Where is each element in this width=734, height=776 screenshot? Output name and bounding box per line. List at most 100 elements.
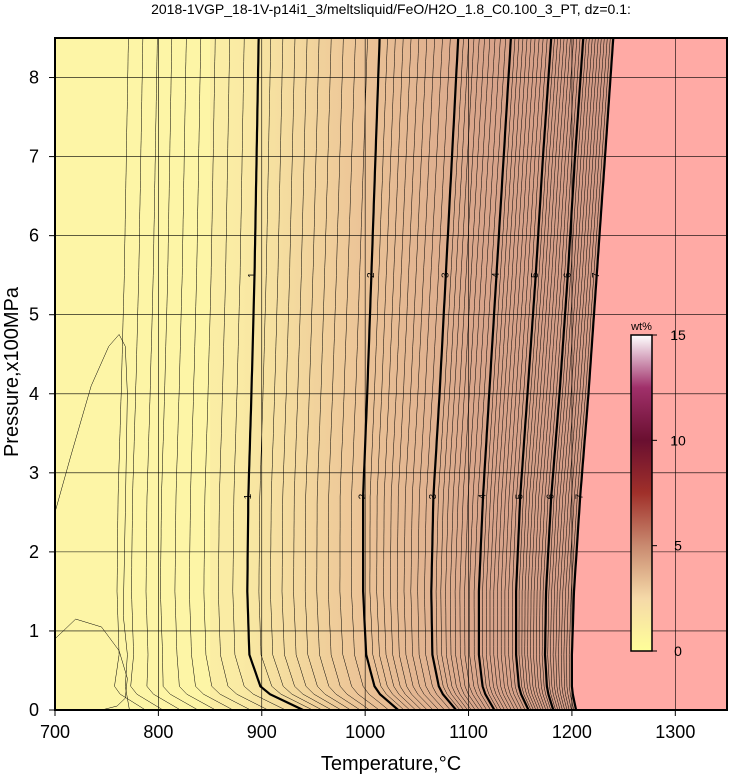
minor-contour — [482, 38, 516, 710]
major-contours — [246, 38, 615, 710]
major-contour-1 — [246, 38, 304, 710]
minor-contour — [417, 38, 445, 710]
minor-contour — [376, 38, 410, 710]
minor-contour — [450, 38, 480, 710]
minor-contour — [445, 38, 475, 710]
contour-label: 2 — [358, 493, 369, 499]
plot-frame — [54, 37, 728, 711]
minor-contour — [560, 38, 602, 710]
minor-contour — [304, 38, 351, 710]
x-tick-label: 700 — [40, 722, 70, 742]
minor-contour — [203, 38, 251, 710]
minor-contour — [218, 38, 269, 710]
major-contour-4 — [477, 38, 512, 710]
y-tick-label: 6 — [29, 226, 39, 246]
minor-contour — [160, 38, 199, 710]
minor-contour — [189, 38, 234, 710]
contour-label: 4 — [491, 272, 502, 278]
minor-contour — [410, 38, 439, 710]
x-tick-label: 1100 — [449, 722, 488, 742]
contour-label: 4 — [478, 493, 489, 499]
minor-contour — [351, 38, 389, 710]
contour-label: 6 — [546, 493, 557, 499]
contour-label: 1 — [243, 493, 254, 499]
minor-contour — [383, 38, 416, 710]
minor-contour — [440, 38, 469, 710]
chart-title: 2018-1VGP_18-1V-p14i1_3/meltsliquid/FeO/… — [151, 1, 631, 17]
minor-contour — [521, 38, 558, 710]
major-contour-7 — [570, 38, 615, 710]
minor-contour — [527, 38, 565, 710]
minor-contour — [316, 38, 361, 710]
colorbar-tick-label: 5 — [674, 538, 682, 554]
minor-contour — [174, 38, 216, 710]
minor-contour — [258, 38, 313, 710]
major-contour-5 — [515, 38, 553, 710]
minor-contour — [508, 38, 544, 710]
major-contour-3 — [430, 38, 460, 710]
minor-contour — [512, 38, 548, 710]
contour-labels: 1 1 2 2 3 3 4 4 5 5 6 6 7 7 — [243, 272, 602, 499]
minor-contour — [454, 38, 485, 710]
minor-contour — [328, 38, 370, 710]
minor-contour — [473, 38, 506, 710]
y-tick-label: 0 — [29, 700, 39, 720]
minor-contour — [518, 38, 555, 710]
minor-contour — [403, 38, 434, 710]
major-contour-2 — [362, 38, 399, 710]
minor-contour — [555, 38, 596, 710]
colorbar-unit: wt% — [630, 321, 652, 333]
minor-contour — [568, 38, 611, 710]
y-tick-label: 5 — [29, 305, 39, 325]
x-axis-label: Temperature,°C — [321, 753, 461, 775]
minor-contour — [232, 38, 286, 710]
minor-contour — [293, 38, 342, 710]
x-tick-label: 900 — [247, 722, 277, 742]
minor-contour — [493, 38, 528, 710]
minor-contour — [536, 38, 574, 710]
minor-contour — [533, 38, 571, 710]
minor-contour — [552, 38, 593, 710]
minor-contour — [530, 38, 568, 710]
minor-contour — [541, 38, 581, 710]
minor-contour — [339, 38, 380, 710]
major-contour-6 — [543, 38, 585, 710]
colorbar-tick-label: 0 — [674, 643, 682, 659]
x-tick-label: 1200 — [552, 722, 592, 742]
minor-contour — [390, 38, 422, 710]
contour-label: 5 — [530, 272, 541, 278]
y-tick-label: 4 — [29, 384, 39, 404]
minor-contour — [550, 38, 590, 710]
colorbar-tick-label: 15 — [670, 327, 686, 343]
colorbar: wt% 0 5 10 15 — [630, 321, 686, 659]
y-tick-label: 1 — [29, 621, 39, 641]
contour-label: 3 — [428, 493, 439, 499]
minor-contour — [281, 38, 332, 710]
minor-contour — [524, 38, 562, 710]
y-tick-label: 2 — [29, 542, 39, 562]
x-tick-label: 800 — [143, 722, 173, 742]
contour-label: 6 — [562, 272, 573, 278]
minor-contour — [464, 38, 496, 710]
colorbar-tick-label: 10 — [670, 432, 686, 448]
y-axis-ticks: 0 1 2 3 4 5 6 7 8 — [29, 68, 55, 720]
x-tick-label: 1000 — [345, 722, 385, 742]
minor-contour — [539, 38, 578, 710]
contour-label: 7 — [591, 272, 602, 278]
minor-contour — [558, 38, 599, 710]
minor-contour — [270, 38, 323, 710]
x-axis-ticks: 700 800 900 1000 1100 1200 1300 — [40, 710, 695, 742]
minor-contour — [424, 38, 451, 710]
minor-contour — [459, 38, 491, 710]
contour-label: 5 — [515, 493, 526, 499]
y-tick-label: 3 — [29, 463, 39, 483]
minor-contour — [566, 38, 608, 710]
minor-contour — [486, 38, 520, 710]
contour-label: 1 — [247, 272, 258, 278]
minor-contour — [547, 38, 587, 710]
x-tick-label: 1300 — [655, 722, 695, 742]
contour-label: 3 — [440, 272, 451, 278]
minor-contour — [500, 38, 536, 710]
minor-contour — [114, 38, 146, 710]
